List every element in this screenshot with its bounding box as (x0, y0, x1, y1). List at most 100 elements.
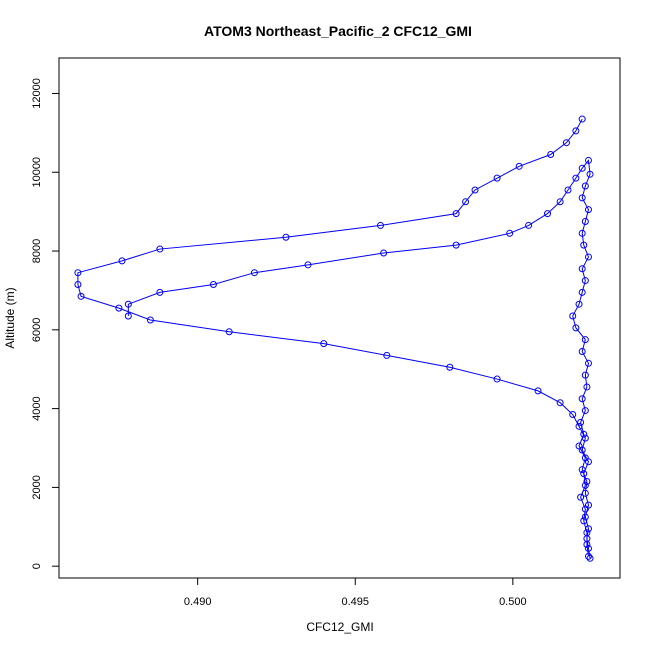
data-point (77, 292, 85, 300)
data-point (156, 245, 164, 253)
data-point (586, 554, 594, 562)
data-point (581, 407, 589, 415)
series-line-2 (77, 118, 590, 557)
data-point (572, 324, 580, 332)
data-point (578, 115, 586, 123)
data-point (74, 281, 82, 289)
y-tick-label: 10000 (31, 157, 43, 188)
x-tick-label: 0.500 (499, 596, 527, 608)
data-point (584, 206, 592, 214)
data-point (569, 411, 577, 419)
data-point (525, 221, 533, 229)
data-point (578, 229, 586, 237)
data-point (556, 399, 564, 407)
data-point (282, 233, 290, 241)
data-point (569, 312, 577, 320)
data-point (493, 375, 501, 383)
y-tick-label: 0 (31, 563, 43, 569)
data-point (562, 139, 570, 147)
data-point (572, 127, 580, 135)
data-point (581, 481, 589, 489)
data-point (506, 229, 514, 237)
data-point (580, 430, 588, 438)
data-point (493, 174, 501, 182)
y-tick-label: 12000 (31, 78, 43, 109)
data-point (124, 312, 132, 320)
data-point (578, 347, 586, 355)
data-point (584, 253, 592, 261)
data-point (320, 340, 328, 348)
data-point (584, 359, 592, 367)
data-point (581, 371, 589, 379)
y-tick-label: 4000 (31, 396, 43, 420)
data-point (446, 363, 454, 371)
chart-title: ATOM3 Northeast_Pacific_2 CFC12_GMI (204, 23, 472, 39)
data-point (581, 277, 589, 285)
data-point (578, 288, 586, 296)
data-point (581, 182, 589, 190)
data-point (577, 493, 585, 501)
data-point (209, 281, 217, 289)
data-point (580, 470, 588, 478)
y-axis-label: Altitude (m) (3, 287, 17, 348)
data-point (584, 544, 592, 552)
data-point (583, 383, 591, 391)
data-point (583, 477, 591, 485)
x-tick-label: 0.495 (341, 596, 369, 608)
data-point (577, 418, 585, 426)
data-point (380, 249, 388, 257)
data-point (580, 241, 588, 249)
data-point (376, 221, 384, 229)
data-point (304, 261, 312, 269)
data-point (581, 336, 589, 344)
data-point (578, 446, 586, 454)
y-tick-label: 6000 (31, 318, 43, 342)
data-point (583, 541, 591, 549)
data-point (578, 265, 586, 273)
data-point (584, 458, 592, 466)
y-axis: 0 2000 4000 6000 8000 10000 12000 (31, 78, 60, 569)
data-point (584, 156, 592, 164)
data-point (471, 186, 479, 194)
data-point (556, 198, 564, 206)
data-point (575, 300, 583, 308)
series-layer (74, 115, 594, 562)
data-point (462, 198, 470, 206)
data-point (452, 241, 460, 249)
data-point (118, 257, 126, 265)
x-tick-label: 0.490 (184, 596, 212, 608)
data-point (581, 434, 589, 442)
data-point (74, 269, 82, 277)
data-point (584, 552, 592, 560)
data-point (225, 328, 233, 336)
y-tick-label: 2000 (31, 475, 43, 499)
data-point (544, 210, 552, 218)
data-point (581, 505, 589, 513)
data-point (547, 151, 555, 159)
data-point (156, 288, 164, 296)
data-point (578, 395, 586, 403)
data-point (564, 186, 572, 194)
data-point (586, 170, 594, 178)
data-point (578, 194, 586, 202)
data-point (250, 269, 258, 277)
data-point (581, 217, 589, 225)
data-point (581, 513, 589, 521)
data-point (452, 210, 460, 218)
data-point (578, 164, 586, 172)
data-point (383, 351, 391, 359)
x-axis: 0.490 0.495 0.500 (184, 577, 527, 608)
data-point (515, 162, 523, 170)
data-point (115, 304, 123, 312)
x-axis-label: CFC12_GMI (306, 620, 373, 634)
data-point (572, 174, 580, 182)
data-point (534, 387, 542, 395)
data-point (580, 517, 588, 525)
data-point (146, 316, 154, 324)
data-point (124, 300, 132, 308)
data-point (575, 422, 583, 430)
data-point (583, 529, 591, 537)
y-tick-label: 8000 (31, 239, 43, 263)
